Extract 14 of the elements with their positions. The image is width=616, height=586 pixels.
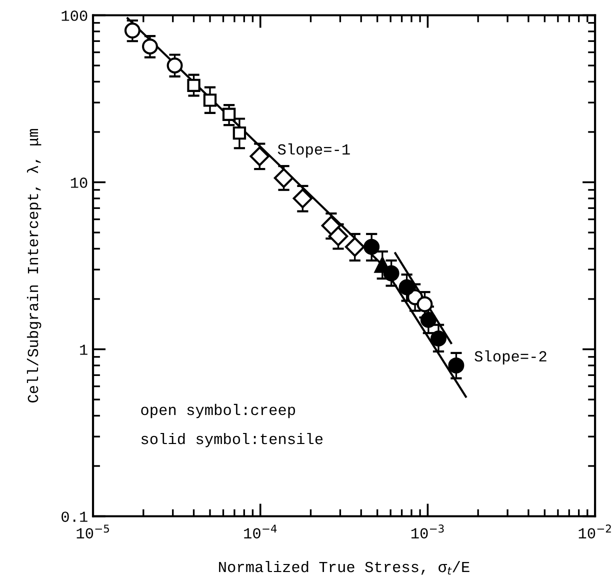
y-tick-label: 100 — [62, 10, 88, 21]
annotation: Slope=-2 — [474, 350, 546, 365]
annotation: solid symbol:tensile — [141, 432, 323, 448]
x-axis-title: Normalized True Stress, σ$_{t}$/E — [219, 560, 470, 575]
x-tick-label: 10$^{−2}$ — [578, 524, 611, 538]
annotation: Slope=-1 — [278, 143, 350, 158]
x-tick-label: 10$^{−4}$ — [244, 524, 277, 538]
y-tick-label: 10 — [70, 178, 88, 188]
y-tick-label: 0.1 — [62, 512, 88, 522]
x-tick-label: 10$^{−3}$ — [411, 524, 444, 538]
y-axis-title: Cell/Subgrain Intercept, λ, μm — [26, 129, 42, 402]
annotation: open symbol:creep — [141, 404, 296, 418]
x-tick-label: 10$^{−5}$ — [76, 524, 109, 538]
y-tick-label: 1 — [80, 344, 88, 355]
